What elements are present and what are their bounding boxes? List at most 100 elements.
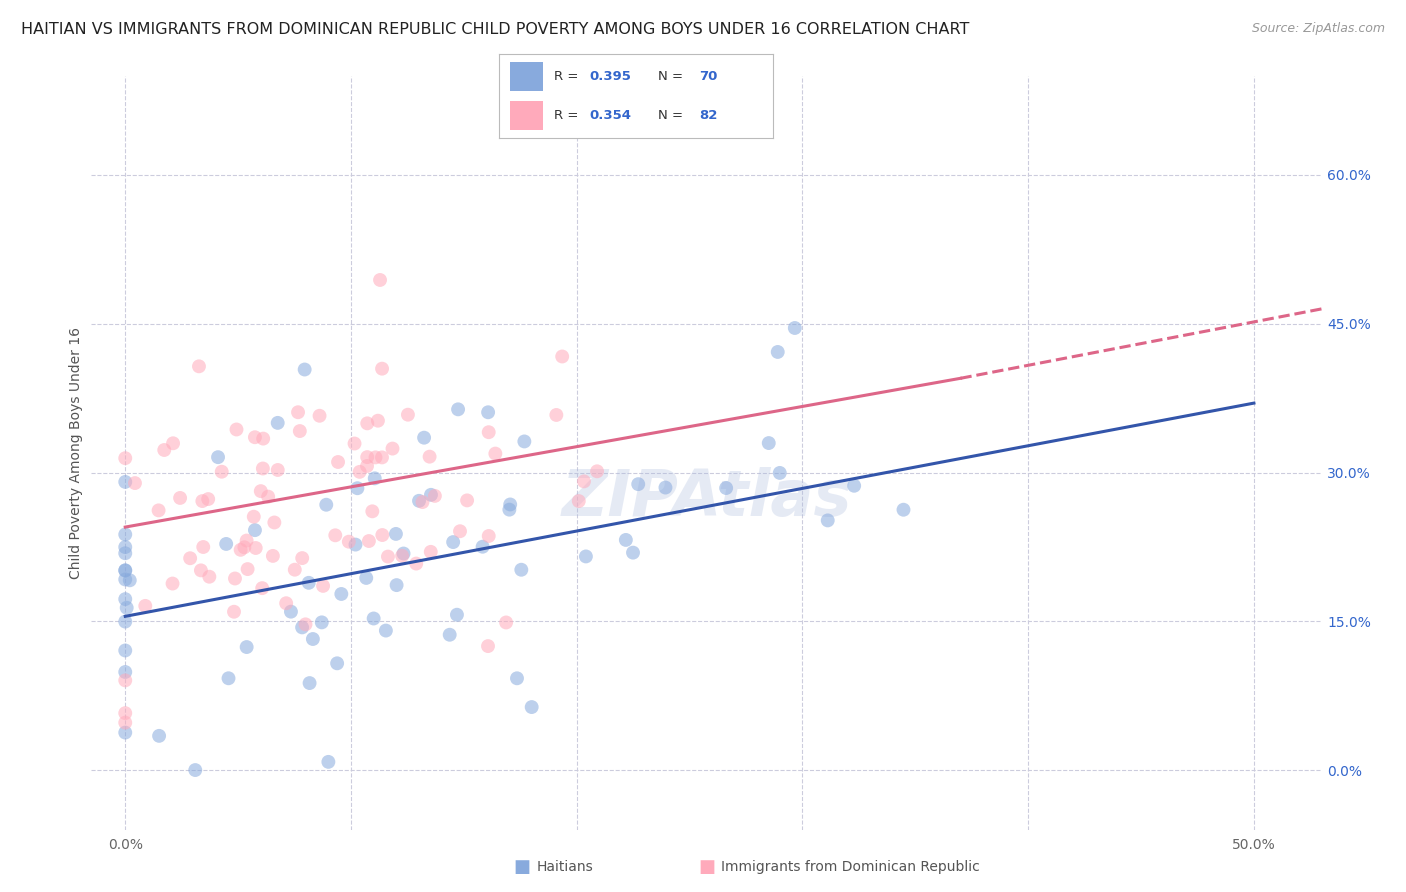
Point bbox=[368, 273, 391, 287]
Point bbox=[291, 551, 314, 566]
Point bbox=[614, 533, 637, 547]
Point bbox=[318, 755, 340, 769]
Point bbox=[193, 540, 215, 554]
Point bbox=[148, 729, 170, 743]
Point bbox=[114, 546, 136, 560]
Point bbox=[478, 529, 501, 543]
Point bbox=[377, 549, 399, 564]
Text: HAITIAN VS IMMIGRANTS FROM DOMINICAN REPUBLIC CHILD POVERTY AMONG BOYS UNDER 16 : HAITIAN VS IMMIGRANTS FROM DOMINICAN REP… bbox=[21, 22, 970, 37]
Point bbox=[114, 673, 136, 688]
Point bbox=[124, 476, 146, 491]
Point bbox=[344, 538, 367, 552]
Point bbox=[311, 615, 333, 630]
Point bbox=[284, 563, 307, 577]
Point bbox=[551, 350, 574, 364]
Point bbox=[766, 345, 789, 359]
Point bbox=[190, 563, 212, 577]
Point bbox=[346, 481, 368, 495]
Point bbox=[758, 436, 780, 450]
Point bbox=[385, 527, 408, 541]
Point bbox=[356, 450, 378, 464]
Point bbox=[114, 527, 136, 541]
Point bbox=[191, 494, 214, 508]
Point bbox=[276, 596, 298, 610]
Point bbox=[134, 599, 156, 613]
Point bbox=[114, 451, 136, 466]
Point bbox=[287, 405, 309, 419]
Text: 70: 70 bbox=[699, 70, 717, 83]
Point bbox=[218, 671, 240, 685]
Point bbox=[236, 562, 259, 576]
Text: N =: N = bbox=[658, 109, 688, 122]
Point bbox=[233, 541, 256, 555]
Point bbox=[337, 534, 360, 549]
Point bbox=[371, 450, 394, 465]
Point bbox=[356, 417, 378, 431]
Point bbox=[627, 477, 650, 491]
Text: N =: N = bbox=[658, 70, 688, 83]
Point bbox=[114, 540, 136, 554]
Point bbox=[361, 504, 384, 518]
Point bbox=[245, 541, 267, 555]
Point bbox=[439, 628, 461, 642]
Point bbox=[391, 549, 413, 563]
Point bbox=[420, 488, 443, 502]
Point bbox=[222, 605, 245, 619]
Point bbox=[312, 579, 335, 593]
Y-axis label: Child Poverty Among Boys Under 16: Child Poverty Among Boys Under 16 bbox=[69, 326, 83, 579]
Point bbox=[575, 549, 598, 564]
Point bbox=[371, 528, 394, 542]
Point bbox=[263, 516, 285, 530]
Point bbox=[447, 402, 470, 417]
Text: 0.395: 0.395 bbox=[589, 70, 631, 83]
Point bbox=[250, 581, 273, 595]
Point bbox=[298, 676, 321, 690]
Point bbox=[114, 475, 136, 489]
Point bbox=[477, 405, 499, 419]
Point bbox=[495, 615, 517, 630]
Point bbox=[367, 414, 389, 428]
Point bbox=[114, 643, 136, 657]
Text: Haitians: Haitians bbox=[537, 860, 593, 874]
Point bbox=[364, 450, 387, 465]
Point bbox=[211, 465, 233, 479]
Point bbox=[188, 359, 211, 374]
Point bbox=[783, 321, 806, 335]
Point bbox=[817, 513, 839, 527]
Text: 0.354: 0.354 bbox=[589, 109, 631, 122]
Text: R =: R = bbox=[554, 109, 582, 122]
Point bbox=[769, 466, 792, 480]
Text: R =: R = bbox=[554, 70, 582, 83]
Point bbox=[408, 493, 430, 508]
Bar bbox=[510, 62, 543, 91]
Text: ■: ■ bbox=[699, 858, 716, 876]
Point bbox=[621, 546, 644, 560]
Point bbox=[162, 576, 184, 591]
Point bbox=[510, 563, 533, 577]
Point bbox=[262, 549, 284, 563]
Point bbox=[354, 571, 377, 585]
Point bbox=[148, 503, 170, 517]
Point bbox=[280, 605, 302, 619]
Point bbox=[235, 640, 257, 654]
Point bbox=[572, 475, 595, 489]
Point bbox=[381, 442, 404, 456]
Point bbox=[484, 447, 506, 461]
Point bbox=[115, 600, 138, 615]
Text: Immigrants from Dominican Republic: Immigrants from Dominican Republic bbox=[721, 860, 980, 874]
Point bbox=[118, 574, 141, 588]
Point bbox=[114, 725, 136, 739]
Point bbox=[294, 617, 316, 632]
Text: Source: ZipAtlas.com: Source: ZipAtlas.com bbox=[1251, 22, 1385, 36]
Point bbox=[411, 495, 433, 509]
Point bbox=[169, 491, 191, 505]
Point bbox=[215, 537, 238, 551]
Point bbox=[252, 432, 274, 446]
Point bbox=[441, 535, 464, 549]
Point bbox=[513, 434, 536, 449]
Point bbox=[385, 578, 408, 592]
Point bbox=[374, 624, 396, 638]
Point bbox=[252, 461, 274, 475]
Point bbox=[225, 422, 247, 436]
Point bbox=[546, 408, 568, 422]
